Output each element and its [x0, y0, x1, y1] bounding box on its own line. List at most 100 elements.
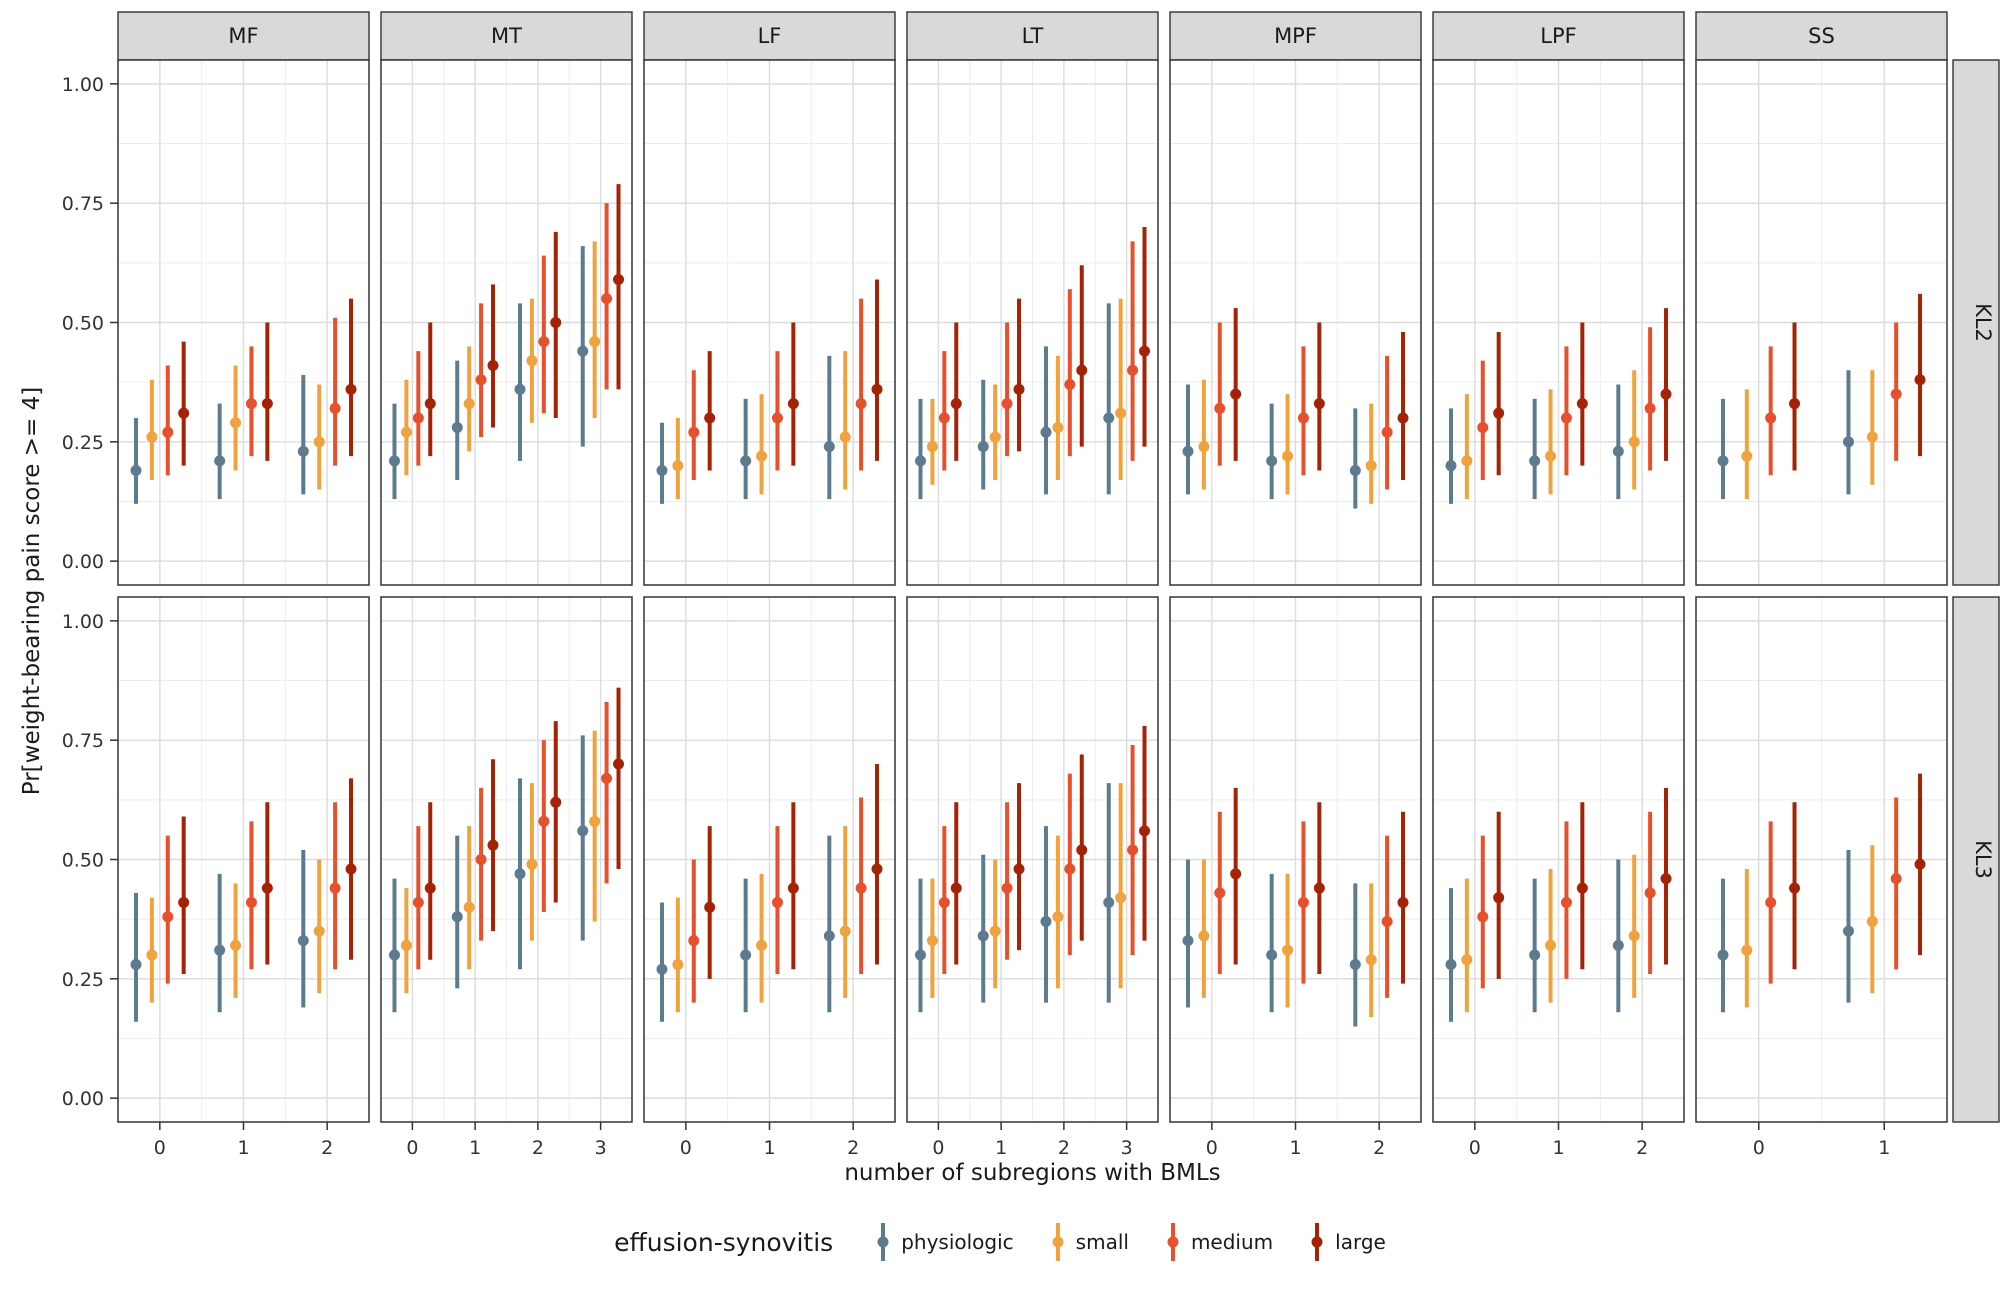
panel-KL2-LPF	[1432, 59, 1685, 586]
pointrange-KL3-MT-x3-large	[613, 687, 625, 870]
pointrange-KL3-LF-x0-medium	[688, 859, 700, 1003]
pointrange-KL3-LT-x1-physiologic	[977, 854, 989, 1003]
pointrange-KL2-LT-x3-small	[1115, 298, 1127, 480]
pointrange-KL3-SS-x0-medium	[1765, 821, 1777, 984]
pointrange-KL3-MT-x0-physiologic	[388, 878, 400, 1013]
legend-label: large	[1335, 1230, 1386, 1254]
facet-strip-KL3: KL3	[1952, 596, 2000, 1123]
pointrange-KL2-LT-x3-large	[1139, 227, 1151, 447]
pointrange-KL2-MF-x0-physiologic	[130, 417, 142, 504]
pointrange-KL2-LPF-x2-physiologic	[1612, 384, 1624, 500]
x-tick-label: 2	[1636, 1137, 1648, 1159]
facet-strip-LT: LT	[906, 11, 1159, 61]
pointrange-KL3-LPF-x0-large	[1493, 811, 1505, 979]
pointrange-KL2-LT-x1-physiologic	[977, 379, 989, 490]
facet-strip-label: KL3	[1971, 840, 1995, 879]
pointrange-KL2-LF-x1-physiologic	[740, 398, 752, 500]
legend: effusion-synovitis physiologic small med…	[0, 1218, 2000, 1266]
pointrange-KL3-MPF-x2-small	[1365, 883, 1377, 1017]
pointrange-KL2-LT-x1-small	[989, 384, 1001, 480]
panel-KL3-LT	[906, 596, 1159, 1123]
pointrange-KL2-LT-x2-physiologic	[1040, 346, 1052, 495]
pointrange-glyph-physiologic	[877, 1223, 889, 1261]
pointrange-KL2-MPF-x2-medium	[1381, 355, 1393, 490]
panel-KL2-MF	[117, 59, 370, 586]
pointrange-KL3-MT-x2-small	[526, 783, 538, 941]
pointrange-KL3-LPF-x0-small	[1461, 878, 1473, 1013]
pointrange-KL3-MF-x2-small	[313, 859, 325, 994]
facet-strip-label: LT	[1022, 24, 1044, 48]
pointrange-KL3-MF-x1-small	[230, 883, 242, 998]
pointrange-KL3-SS-x0-large	[1789, 802, 1801, 970]
pointrange-KL3-MPF-x1-medium	[1297, 821, 1309, 984]
facet-strip-label: MF	[228, 24, 258, 48]
pointrange-KL3-LF-x2-medium	[855, 797, 867, 975]
pointrange-KL2-MF-x0-small	[146, 379, 158, 480]
pointrange-KL3-LT-x3-large	[1139, 725, 1151, 941]
x-tick-label: 1	[237, 1137, 249, 1159]
x-tick-label: 3	[1121, 1137, 1133, 1159]
pointrange-KL2-SS-x1-small	[1866, 370, 1878, 485]
pointrange-KL2-LPF-x0-medium	[1477, 360, 1489, 480]
pointrange-KL3-LF-x0-small	[672, 897, 684, 1013]
facet-strip-SS: SS	[1695, 11, 1948, 61]
pointrange-KL2-LPF-x1-small	[1545, 389, 1557, 495]
pointrange-KL3-MPF-x1-physiologic	[1266, 873, 1278, 1013]
pointrange-KL3-MF-x0-small	[146, 897, 158, 1003]
panel-KL3-SS	[1695, 596, 1948, 1123]
pointrange-KL3-LT-x3-small	[1115, 783, 1127, 989]
pointrange-KL2-LT-x2-medium	[1064, 289, 1076, 457]
pointrange-KL2-LF-x0-physiologic	[656, 422, 668, 504]
facet-strip-LPF: LPF	[1432, 11, 1685, 61]
facet-strip-KL2: KL2	[1952, 59, 2000, 586]
pointrange-KL2-MPF-x0-physiologic	[1182, 384, 1194, 495]
pointrange-KL2-MT-x2-medium	[538, 255, 550, 414]
pointrange-KL2-MF-x1-medium	[245, 346, 257, 457]
legend-title: effusion-synovitis	[614, 1227, 834, 1257]
legend-label: medium	[1190, 1230, 1274, 1254]
x-tick-label: 1	[995, 1137, 1007, 1159]
pointrange-KL2-MPF-x2-small	[1365, 403, 1377, 504]
pointrange-KL3-LPF-x0-medium	[1477, 835, 1489, 989]
x-tick-label: 2	[532, 1137, 544, 1159]
x-axis-title: number of subregions with BMLs	[844, 1160, 1221, 1186]
pointrange-KL3-MF-x1-large	[261, 802, 273, 965]
legend-label: physiologic	[901, 1230, 1014, 1254]
pointrange-KL3-LT-x1-large	[1013, 783, 1025, 951]
pointrange-glyph-medium	[1167, 1223, 1179, 1261]
x-tick-label: 0	[1753, 1137, 1765, 1159]
pointrange-KL3-MPF-x0-physiologic	[1182, 859, 1194, 1008]
pointrange-KL2-LT-x3-physiologic	[1103, 303, 1115, 495]
pointrange-KL3-SS-x1-small	[1866, 845, 1878, 994]
pointrange-KL2-LF-x0-medium	[688, 370, 700, 480]
pointrange-KL2-MF-x1-small	[230, 365, 242, 471]
pointrange-KL2-MF-x1-large	[261, 322, 273, 461]
pointrange-KL2-LT-x1-medium	[1001, 322, 1013, 457]
pointrange-KL3-LPF-x2-physiologic	[1612, 859, 1624, 1013]
pointrange-KL2-SS-x1-physiologic	[1842, 370, 1854, 495]
pointrange-KL2-MF-x2-physiologic	[297, 375, 309, 495]
x-tick-label: 1	[763, 1137, 775, 1159]
pointrange-KL3-LF-x2-small	[839, 826, 851, 998]
pointrange-KL2-LPF-x2-small	[1628, 370, 1640, 490]
pointrange-KL2-MT-x0-medium	[412, 351, 424, 466]
pointrange-KL2-SS-x0-physiologic	[1717, 398, 1729, 500]
pointrange-KL2-MPF-x0-large	[1230, 308, 1242, 461]
y-tick-label: 0.00	[62, 551, 104, 573]
pointrange-KL2-LPF-x2-medium	[1644, 327, 1656, 471]
pointrange-KL2-MPF-x1-large	[1313, 322, 1325, 471]
facet-strip-MT: MT	[380, 11, 633, 61]
pointrange-KL3-LPF-x2-large	[1660, 787, 1672, 965]
x-tick-label: 0	[406, 1137, 418, 1159]
pointrange-KL2-LF-x1-large	[787, 322, 799, 466]
pointrange-KL2-LPF-x0-small	[1461, 394, 1473, 500]
pointrange-KL2-MF-x1-physiologic	[214, 403, 226, 500]
pointrange-KL2-MT-x3-physiologic	[577, 246, 589, 447]
x-tick-label: 2	[321, 1137, 333, 1159]
pointrange-KL2-LT-x0-medium	[938, 351, 950, 471]
facet-strip-label: LPF	[1540, 24, 1576, 48]
pointrange-KL2-MPF-x2-physiologic	[1349, 408, 1361, 509]
pointrange-KL3-LPF-x1-medium	[1560, 821, 1572, 979]
pointrange-KL2-LT-x0-small	[926, 398, 938, 485]
pointrange-KL3-LF-x0-physiologic	[656, 902, 668, 1022]
